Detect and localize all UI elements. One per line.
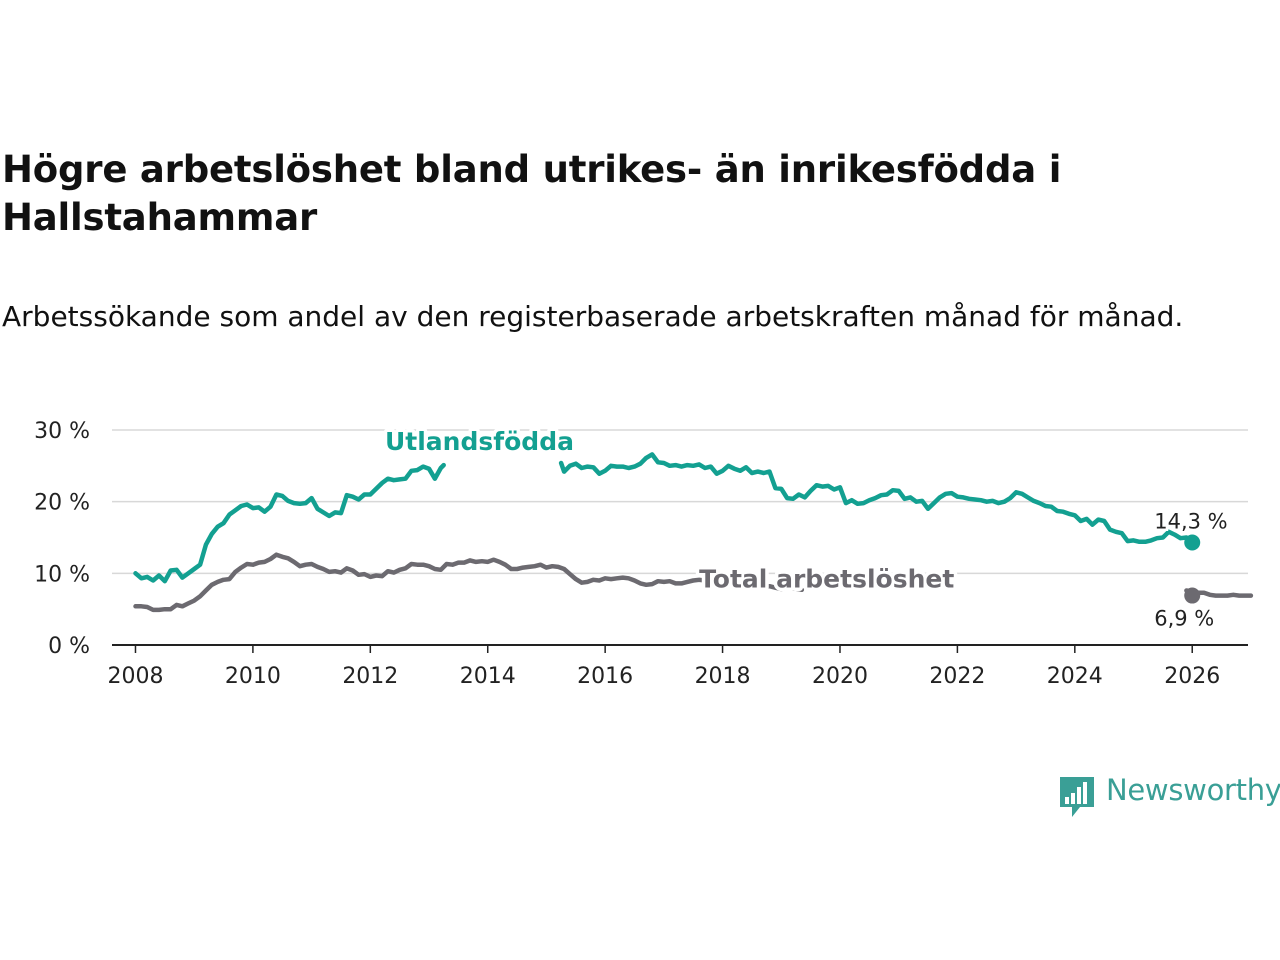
x-tick-label: 2026 bbox=[1164, 664, 1220, 689]
x-tick-label: 2022 bbox=[929, 664, 985, 689]
y-tick-label: 0 % bbox=[48, 634, 90, 659]
chart-subtitle: Arbetssökande som andel av den registerb… bbox=[2, 300, 1184, 333]
series-name-annotation: Total arbetslöshet bbox=[699, 565, 954, 594]
x-tick-label: 2016 bbox=[577, 664, 633, 689]
series-end-point bbox=[1184, 534, 1201, 551]
x-tick-label: 2012 bbox=[342, 664, 398, 689]
x-tick-label: 2018 bbox=[695, 664, 751, 689]
y-tick-label: 10 % bbox=[34, 562, 90, 587]
series-end-label: 6,9 % bbox=[1154, 607, 1214, 631]
newsworthy-wordmark: Newsworthy bbox=[1106, 773, 1280, 807]
x-tick-label: 2014 bbox=[460, 664, 516, 689]
series-end-point bbox=[1184, 587, 1201, 604]
series-labels: 14,3 % 6,9 % Utlandsfödda Total arbetslöshe… bbox=[381, 424, 1230, 633]
y-tick-label: 30 % bbox=[34, 419, 90, 444]
newsworthy-logo[interactable]: Newsworthy bbox=[1058, 773, 1280, 819]
x-tick-label: 2024 bbox=[1047, 664, 1103, 689]
y-axis-ticks: 0 % 10 % 20 % 30 % bbox=[34, 419, 90, 659]
series-end-label: 14,3 % bbox=[1154, 510, 1227, 534]
x-tick-label: 2008 bbox=[107, 664, 163, 689]
series-line-total bbox=[133, 552, 1254, 613]
x-tick-label: 2010 bbox=[225, 664, 281, 689]
x-tick-label: 2020 bbox=[812, 664, 868, 689]
x-axis: 2008 2010 2012 2014 2016 2018 2020 2022 2024 2026 bbox=[107, 644, 1248, 689]
newsworthy-logo-icon bbox=[1060, 777, 1094, 817]
line-chart: 0 % 10 % 20 % 30 % 2008 2010 2012 2014 2016 2018… bbox=[34, 419, 1254, 689]
y-tick-label: 20 % bbox=[34, 491, 90, 516]
series-lines bbox=[133, 452, 1254, 613]
series-line-utlandsfodda bbox=[133, 452, 1195, 584]
gridlines bbox=[112, 429, 1248, 575]
series-name-annotation: Utlandsfödda bbox=[385, 427, 574, 456]
chart-title: Högre arbetslöshet bland utrikes- än inr… bbox=[2, 148, 1062, 239]
